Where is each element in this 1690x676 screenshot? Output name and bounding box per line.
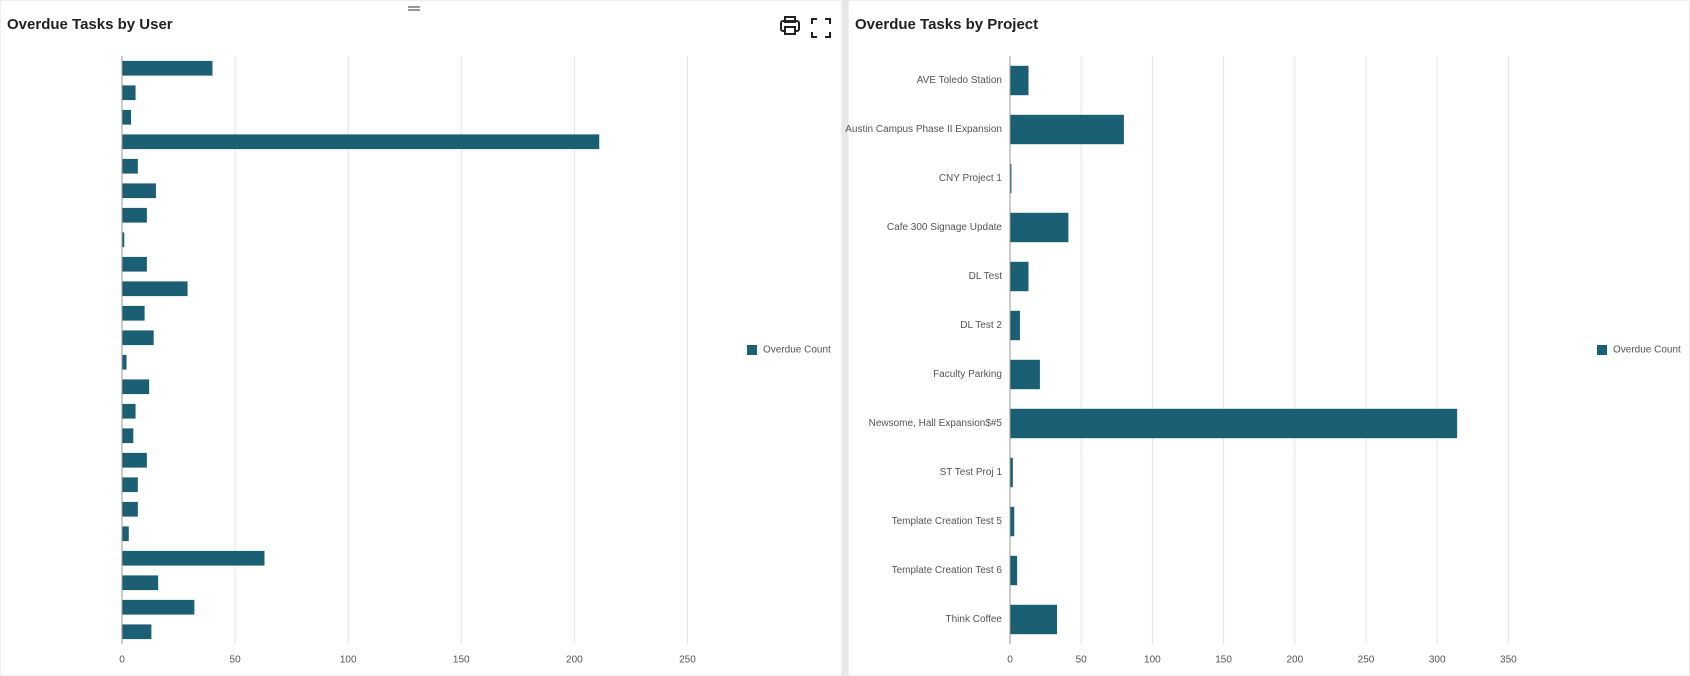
bar <box>122 379 150 395</box>
y-tick-label: ST Test Proj 1 <box>940 467 1003 478</box>
bar <box>122 624 152 640</box>
bar <box>122 256 147 272</box>
x-tick-label: 200 <box>1286 655 1303 666</box>
bar <box>1010 212 1069 243</box>
y-tick-label: Faculty Parking <box>933 369 1002 380</box>
bar <box>1010 604 1057 635</box>
x-tick-label: 350 <box>1500 655 1517 666</box>
legend-swatch <box>1597 345 1607 355</box>
bar <box>1010 310 1020 341</box>
panel-splitter[interactable] <box>842 0 848 676</box>
bar <box>1010 506 1015 537</box>
bar <box>122 109 132 125</box>
x-tick-label: 100 <box>340 655 357 666</box>
bar <box>122 501 138 517</box>
legend-label: Overdue Count <box>1613 345 1681 356</box>
x-tick-label: 150 <box>453 655 470 666</box>
bar <box>122 550 265 566</box>
y-tick-label: DL Test <box>969 271 1003 282</box>
y-tick-label: DL Test 2 <box>960 320 1002 331</box>
x-tick-label: 100 <box>1144 655 1161 666</box>
bar <box>122 575 159 591</box>
x-tick-label: 200 <box>566 655 583 666</box>
y-tick-label: Template Creation Test 6 <box>892 565 1003 576</box>
bar <box>122 183 156 199</box>
bar <box>122 305 145 321</box>
y-tick-label: AVE Toledo Station <box>917 75 1002 86</box>
y-tick-label: Austin Campus Phase II Expansion <box>845 124 1002 135</box>
bar <box>1010 114 1124 145</box>
x-tick-label: 300 <box>1429 655 1446 666</box>
y-tick-label: Template Creation Test 5 <box>892 516 1003 527</box>
y-tick-label: Think Coffee <box>945 614 1002 625</box>
bar <box>122 134 600 150</box>
bar <box>122 207 147 223</box>
print-button[interactable] <box>780 16 800 35</box>
bar <box>1010 555 1018 586</box>
bar <box>122 232 125 248</box>
y-tick-label: Cafe 300 Signage Update <box>887 222 1003 233</box>
bar <box>122 403 136 419</box>
chart-title: Overdue Tasks by User <box>7 16 173 33</box>
bar <box>122 599 195 615</box>
x-tick-label: 250 <box>1358 655 1375 666</box>
bar <box>1010 359 1040 390</box>
bar <box>122 60 213 76</box>
bar <box>122 526 129 542</box>
x-tick-label: 0 <box>119 655 125 666</box>
y-tick-label: Newsome, Hall Expansion$#5 <box>869 418 1003 429</box>
bar <box>122 477 138 493</box>
legend-swatch <box>747 345 757 355</box>
bar <box>1010 163 1012 194</box>
y-tick-label: CNY Project 1 <box>939 173 1003 184</box>
legend-label: Overdue Count <box>763 345 831 356</box>
right-panel <box>847 0 1690 676</box>
x-tick-label: 150 <box>1215 655 1232 666</box>
drag-handle[interactable] <box>408 6 420 11</box>
chart-title: Overdue Tasks by Project <box>855 16 1038 33</box>
bar <box>122 428 134 444</box>
bar <box>1010 408 1458 439</box>
bar <box>122 330 154 346</box>
bar <box>1010 457 1013 488</box>
bar <box>122 354 127 370</box>
x-tick-label: 50 <box>1076 655 1088 666</box>
bar <box>1010 65 1029 96</box>
x-tick-label: 250 <box>679 655 696 666</box>
bar <box>122 85 136 101</box>
bar <box>1010 261 1029 292</box>
x-tick-label: 50 <box>230 655 242 666</box>
bar <box>122 452 147 468</box>
x-tick-label: 0 <box>1007 655 1013 666</box>
fullscreen-button[interactable] <box>811 18 831 38</box>
bar <box>122 281 188 297</box>
bar <box>122 158 138 174</box>
